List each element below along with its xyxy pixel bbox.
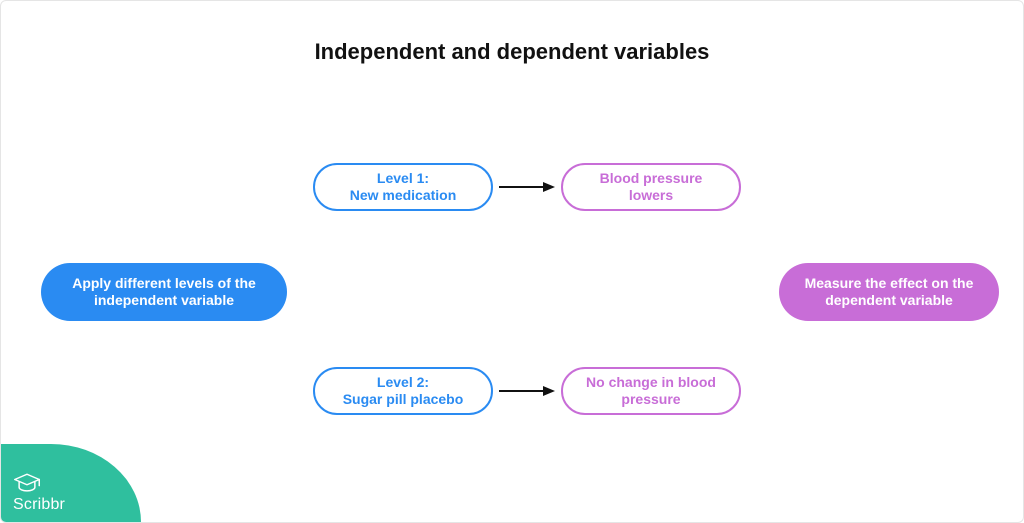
graduation-cap-icon (13, 472, 41, 494)
node-dependent-variable: Measure the effect on the dependent vari… (779, 263, 999, 321)
node-label: Blood pressure lowers (577, 170, 725, 205)
node-label: Measure the effect on the dependent vari… (793, 275, 985, 310)
brand-name: Scribbr (13, 496, 65, 514)
node-result-1: Blood pressure lowers (561, 163, 741, 211)
node-label: Apply different levels of the independen… (55, 275, 273, 310)
node-label: No change in blood pressure (577, 374, 725, 409)
diagram-title: Independent and dependent variables (1, 39, 1023, 65)
node-level-1: Level 1:New medication (313, 163, 493, 211)
brand-badge: Scribbr (1, 444, 141, 522)
node-result-2: No change in blood pressure (561, 367, 741, 415)
diagram-canvas: Independent and dependent variables Appl… (0, 0, 1024, 523)
node-label: Level 1:New medication (350, 170, 457, 205)
node-level-2: Level 2:Sugar pill placebo (313, 367, 493, 415)
node-label: Level 2:Sugar pill placebo (343, 374, 464, 409)
node-independent-variable: Apply different levels of the independen… (41, 263, 287, 321)
